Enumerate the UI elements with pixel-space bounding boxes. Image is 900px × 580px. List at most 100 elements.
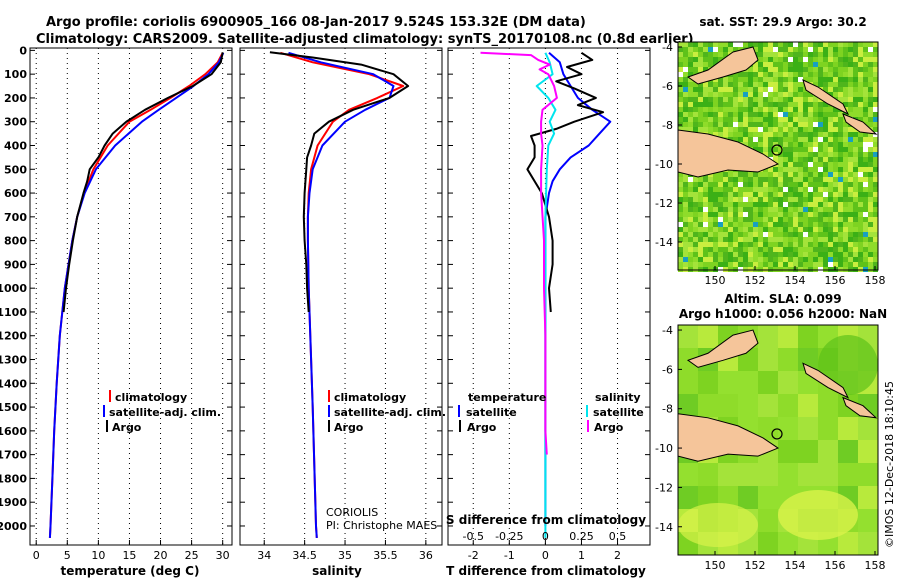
legend-label-s-satellite: satellite	[593, 406, 644, 419]
legend-label-argo: Argo	[334, 421, 364, 434]
x-top-tick-label: 0.5	[609, 530, 627, 543]
map-x-tick-label: 156	[825, 274, 846, 287]
y-tick-label: 1500	[0, 401, 27, 414]
y-tick-label: 1800	[0, 472, 27, 485]
y-tick-label: 1000	[0, 282, 27, 295]
series-argo	[62, 52, 224, 313]
x-tick-label: 25	[185, 549, 199, 562]
y-tick-label: 1300	[0, 354, 27, 367]
y-tick-label: 400	[4, 139, 27, 152]
land-bougainville	[802, 79, 850, 116]
x-tick-label: 34.5	[292, 549, 317, 562]
series-t-satellite	[544, 52, 612, 526]
map-y-tick-label: -12	[655, 197, 673, 210]
temperature-xlabel: temperature (deg C)	[61, 564, 200, 578]
x-tick-label: 36	[419, 549, 433, 562]
sla-map-panel: Altim. SLA: 0.099 Argo h1000: 0.056 h200…	[655, 292, 887, 572]
map-y-tick-label: -10	[655, 158, 673, 171]
sst-map-frame	[677, 41, 879, 271]
map-x-tick-label: 152	[745, 559, 766, 572]
map-y-tick-label: -14	[655, 521, 673, 534]
sst-map-title: sat. SST: 29.9 Argo: 30.2	[699, 15, 866, 29]
y-tick-label: 600	[4, 187, 27, 200]
legend-swatch-argo	[328, 420, 330, 432]
argo-position-marker	[771, 428, 783, 440]
map-x-tick-label: 154	[785, 559, 806, 572]
y-tick-label: 800	[4, 235, 27, 248]
land-new-guinea	[677, 129, 780, 178]
m2-field-cells	[678, 325, 878, 555]
series-s-argo	[480, 51, 558, 455]
x-tick-label: 30	[216, 549, 230, 562]
sla-map-title2: Argo h1000: 0.056 h2000: NaN	[679, 307, 887, 321]
legend-label-climatology: climatology	[334, 391, 406, 404]
y-tick-label: 1200	[0, 330, 27, 343]
salinity-xlabel: salinity	[312, 564, 362, 578]
map-y-tick-label: -14	[655, 236, 673, 249]
land-solomon-islands	[842, 396, 878, 419]
salinity-legend: climatology satellite-adj. clim. Argo	[328, 390, 446, 434]
y-tick-label: 1100	[0, 306, 27, 319]
salinity-axes-frame	[239, 47, 443, 546]
y-tick-label: 1400	[0, 377, 27, 390]
salinity-panel: 34 34.5 35 35.5 36 salinity climatology sate…	[239, 47, 446, 578]
x-top-tick-label: -0.5	[463, 530, 484, 543]
x-tick-label: 0	[542, 549, 549, 562]
legend-label-s-argo: Argo	[594, 421, 624, 434]
x-tick-label: 5	[64, 549, 71, 562]
x-tick-label: 10	[91, 549, 105, 562]
coriolis-annotation: CORIOLIS	[326, 506, 378, 519]
series-t-argo	[526, 51, 605, 313]
land-bougainville	[802, 362, 850, 399]
map-y-tick-label: -8	[662, 403, 673, 416]
credit-text: ©IMOS 12-Dec-2018 18:10:45	[883, 381, 896, 548]
map-x-tick-label: 150	[705, 559, 726, 572]
legend-title-salinity: salinity	[595, 391, 641, 404]
legend-swatch-climatology	[328, 390, 330, 402]
difference-legend: temperature satellite Argo salinity sate…	[458, 391, 644, 434]
temperature-legend: climatology satellite-adj. clim. Argo	[103, 390, 221, 434]
legend-swatch-t-satellite	[458, 405, 460, 417]
land-solomon-islands	[842, 113, 878, 135]
series-s-satellite	[535, 52, 557, 538]
legend-label-t-satellite: satellite	[466, 406, 517, 419]
difference-panel: -2 -1 0 1 2 -0.5 -0.25 0 0.25 0.5 T difference fr…	[446, 47, 651, 578]
series-satellite-adj-clim-	[48, 52, 225, 538]
difference-axes-frame	[447, 47, 651, 546]
x-tick-label: -2	[468, 549, 479, 562]
map-y-tick-label: -12	[655, 481, 673, 494]
header-line1: Argo profile: coriolis 6900905_166 08-Ja…	[46, 15, 586, 30]
legend-label-t-argo: Argo	[467, 421, 497, 434]
map-y-tick-label: -6	[662, 80, 673, 93]
x-tick-label: 15	[122, 549, 136, 562]
x-top-tick-label: 0	[542, 530, 549, 543]
sla-map-frame	[677, 324, 879, 556]
sst-map-panel: sat. SST: 29.9 Argo: 30.2 -4 -6 -8 -10 -12 -1…	[655, 15, 885, 287]
temperature-axes-frame	[29, 47, 233, 546]
legend-swatch-climatology	[109, 390, 111, 402]
x-tick-label: 2	[614, 549, 621, 562]
y-tick-label: 500	[4, 163, 27, 176]
land-new-britain	[686, 329, 759, 368]
x-tick-label: 0	[33, 549, 40, 562]
map-x-tick-label: 158	[865, 559, 886, 572]
y-tick-label: 2000	[0, 520, 27, 533]
series-argo	[269, 51, 410, 313]
y-tick-label: 200	[4, 92, 27, 105]
y-tick-label: 1700	[0, 449, 27, 462]
y-tick-label: 100	[4, 68, 27, 81]
legend-swatch-t-argo	[459, 420, 461, 432]
legend-label-satellite: satellite-adj. clim.	[109, 406, 221, 419]
map-y-tick-label: -4	[662, 41, 673, 54]
y-tick-label: 0	[19, 44, 27, 57]
legend-label-climatology: climatology	[115, 391, 187, 404]
x-tick-label: 1	[578, 549, 585, 562]
x-tick-label: -1	[504, 549, 515, 562]
x-tick-label: 34	[257, 549, 271, 562]
y-tick-label: 900	[4, 258, 27, 271]
x-tick-label: 20	[154, 549, 168, 562]
land-new-guinea	[677, 413, 780, 462]
map-y-tick-label: -10	[655, 442, 673, 455]
series-satellite-adj-clim-	[288, 51, 395, 538]
y-tick-label: 300	[4, 116, 27, 129]
